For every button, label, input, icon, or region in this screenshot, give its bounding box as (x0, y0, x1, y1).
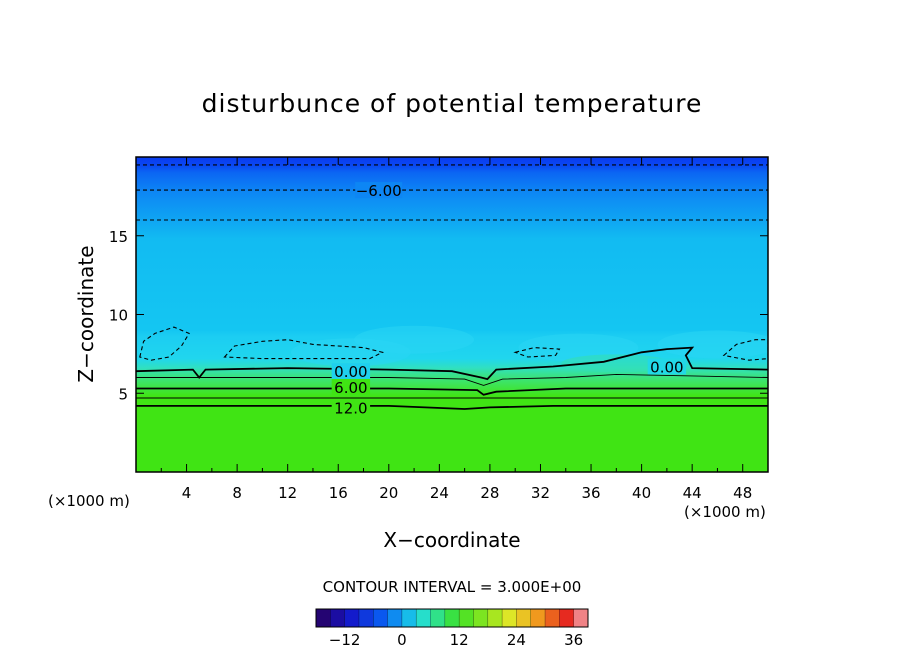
x-tick-label-3: 16 (329, 484, 348, 502)
light-patch-3 (657, 330, 768, 359)
y-axis-ticks: 5 10 15 (109, 228, 768, 403)
colorbar-cell (473, 609, 489, 627)
contour-line-11 (722, 339, 768, 361)
contour-line-5 (136, 387, 768, 396)
field-fill (136, 157, 768, 472)
contour-label-gap-3 (331, 399, 371, 416)
colorbar-cell (444, 609, 460, 627)
colorbar: −12 0 12 24 36 (315, 608, 589, 649)
y-tick-label-2: 15 (109, 228, 128, 246)
contour-label-gap-1 (331, 363, 371, 380)
contour-label-0: −6.00 (356, 182, 402, 200)
x-tick-label-5: 24 (430, 484, 449, 502)
colorbar-cell (387, 609, 403, 627)
shaded-patches (290, 325, 768, 373)
colorbar-cell (316, 609, 331, 627)
x-tick-label-1: 8 (232, 484, 242, 502)
colorbar-cell (573, 609, 589, 627)
contour-interval-text: CONTOUR INTERVAL = 3.000E+00 (323, 578, 582, 596)
colorbar-cell (459, 609, 474, 627)
contour-label-4: 0.00 (650, 358, 683, 376)
teal-patch (561, 354, 672, 373)
x-unit-left: (×1000 m) (48, 492, 130, 510)
x-tick-label-4: 20 (379, 484, 398, 502)
x-axis-ticks: 4 8 12 16 20 24 28 32 36 40 44 48 (160, 157, 752, 502)
x-tick-label-10: 44 (683, 484, 702, 502)
colorbar-tick-label-1: 0 (397, 631, 407, 649)
x-axis-label: X−coordinate (383, 528, 520, 552)
colorbar-tick-label-0: −12 (329, 631, 361, 649)
light-patch-1 (354, 325, 475, 354)
contour-label-1: 0.00 (334, 363, 367, 381)
contour-label-gap-0 (355, 182, 403, 199)
colorbar-cell (330, 609, 345, 627)
contour-lines (136, 164, 768, 410)
x-tick-label-7: 32 (531, 484, 550, 502)
contour-label-3: 12.0 (334, 399, 367, 417)
colorbar-ticks: −12 0 12 24 36 (329, 631, 583, 649)
colorbar-cell (487, 609, 503, 627)
contour-line-10 (513, 347, 561, 358)
x-tick-label-9: 40 (632, 484, 651, 502)
x-unit-right: (×1000 m) (684, 503, 766, 521)
colorbar-cell (373, 609, 388, 627)
x-tick-label-11: 48 (733, 484, 752, 502)
colorbar-cells (315, 609, 589, 627)
colorbar-cell (516, 609, 532, 627)
colorbar-cell (530, 609, 546, 627)
x-tick-label-2: 12 (278, 484, 297, 502)
y-tick-label-1: 10 (109, 307, 128, 325)
colorbar-cell (502, 609, 517, 627)
colorbar-cell (401, 609, 417, 627)
colorbar-cell (344, 609, 360, 627)
colorbar-cell (430, 609, 446, 627)
x-tick-label-6: 28 (480, 484, 499, 502)
colorbar-tick-label-2: 12 (450, 631, 469, 649)
contour-line-8 (139, 326, 190, 361)
x-tick-label-0: 4 (182, 484, 192, 502)
contour-label-gap-2 (331, 378, 371, 395)
colorbar-cell (416, 609, 431, 627)
colorbar-tick-label-3: 24 (507, 631, 526, 649)
contour-line-4 (136, 373, 768, 386)
x-tick-label-8: 36 (581, 484, 600, 502)
colorbar-frame (315, 608, 589, 628)
colorbar-cell (559, 609, 574, 627)
y-axis-label: Z−coordinate (74, 245, 98, 382)
contour-line-9 (223, 339, 385, 360)
y-tick-label-0: 5 (118, 385, 128, 403)
colorbar-tick-label-4: 36 (564, 631, 583, 649)
colorbar-cell (358, 609, 374, 627)
colorbar-cell (545, 609, 560, 627)
contour-label-gap-4 (647, 358, 687, 375)
chart-title: disturbunce of potential temperature (202, 89, 703, 118)
contour-label-2: 6.00 (334, 379, 367, 397)
contour-line-3 (136, 346, 768, 381)
